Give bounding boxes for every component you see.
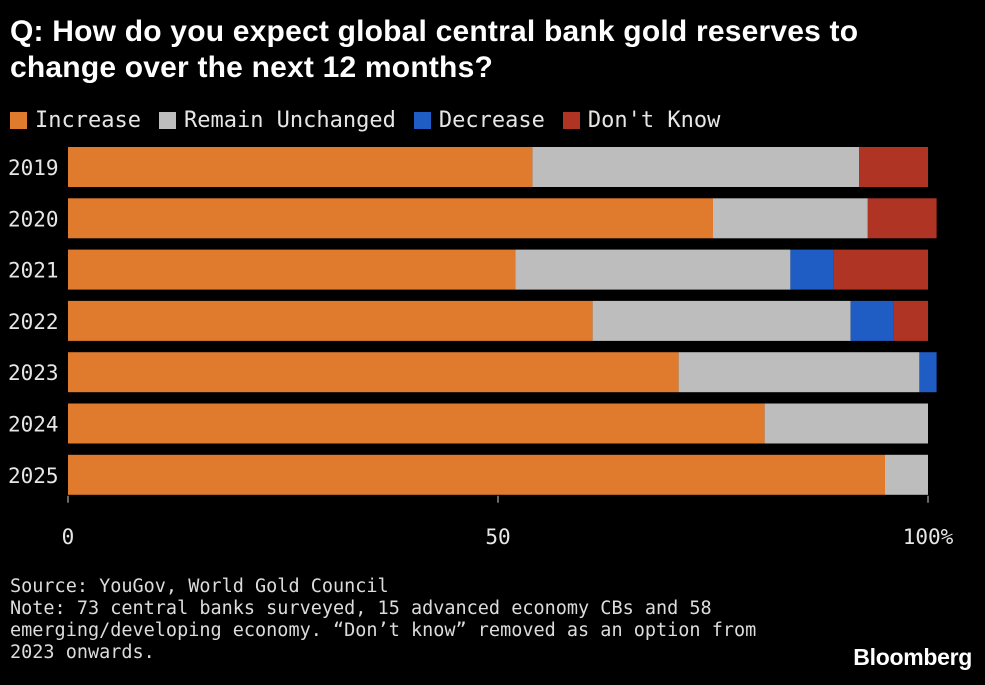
category-label-2023: 2023 xyxy=(8,361,59,385)
x-tick-label-100: 100% xyxy=(903,525,954,549)
category-label-2025: 2025 xyxy=(8,464,59,488)
legend-item-dont-know: Don't Know xyxy=(562,107,721,133)
note-line-3: 2023 onwards. xyxy=(10,642,155,663)
legend-item-increase: Increase xyxy=(10,108,141,133)
bar-2023-remain-unchanged xyxy=(678,352,920,393)
bar-2024-remain-unchanged xyxy=(764,403,928,444)
chart-title: Q: How do you expect global central bank… xyxy=(10,15,859,84)
bar-2019-don-t-know xyxy=(859,147,928,187)
bloomberg-logo: Bloomberg xyxy=(853,644,972,670)
category-label-2019: 2019 xyxy=(8,156,59,180)
category-label-2022: 2022 xyxy=(8,310,59,334)
bar-2020-don-t-know xyxy=(867,198,937,239)
bar-2022-decrease xyxy=(850,300,894,341)
legend-swatch-dont-know xyxy=(562,111,580,129)
x-tick-label-50: 50 xyxy=(485,525,510,549)
category-label-2020: 2020 xyxy=(8,207,59,231)
legend-swatch-decrease xyxy=(413,111,431,129)
legend-swatch-increase xyxy=(10,111,27,129)
category-label-2021: 2021 xyxy=(8,259,59,283)
note-line-2: emerging/developing economy. “Don’t know… xyxy=(10,620,757,641)
bar-2019-increase xyxy=(68,147,533,187)
bar-2022-don-t-know xyxy=(893,300,928,341)
x-tick-label-0: 0 xyxy=(62,525,75,549)
bar-2021-increase xyxy=(68,249,516,290)
legend-label-decrease: Decrease xyxy=(438,107,545,133)
bar-2021-don-t-know xyxy=(833,249,928,290)
bar-2025-increase xyxy=(68,454,885,495)
bar-2021-remain-unchanged xyxy=(515,249,791,290)
note-line-1: Note: 73 central banks surveyed, 15 adva… xyxy=(10,598,712,619)
bar-2022-remain-unchanged xyxy=(592,300,851,341)
legend-item-decrease: Decrease xyxy=(413,107,545,133)
bar-2024-increase xyxy=(68,403,765,444)
chart-footer: Source: YouGov, World Gold Council Note:… xyxy=(10,576,810,664)
bar-2025-remain-unchanged xyxy=(885,454,928,495)
source-note: Source: YouGov, World Gold Council xyxy=(10,576,389,597)
bar-2021-decrease xyxy=(790,249,834,290)
bar-2023-increase xyxy=(68,352,679,393)
bar-2022-increase xyxy=(68,300,593,341)
category-label-2024: 2024 xyxy=(8,413,59,437)
legend-swatch-remain-unchanged xyxy=(158,111,176,129)
legend: Increase Remain Unchanged Decrease Don't… xyxy=(10,106,738,134)
legend-label-dont-know: Don't Know xyxy=(587,107,721,133)
legend-item-remain-unchanged: Remain Unchanged xyxy=(158,107,396,133)
bar-2023-decrease xyxy=(919,352,937,393)
legend-label-increase: Increase xyxy=(35,107,141,133)
bar-2020-remain-unchanged xyxy=(713,198,868,239)
bar-2019-remain-unchanged xyxy=(532,147,860,187)
bar-2020-increase xyxy=(68,198,713,239)
legend-label-remain-unchanged: Remain Unchanged xyxy=(183,107,396,133)
